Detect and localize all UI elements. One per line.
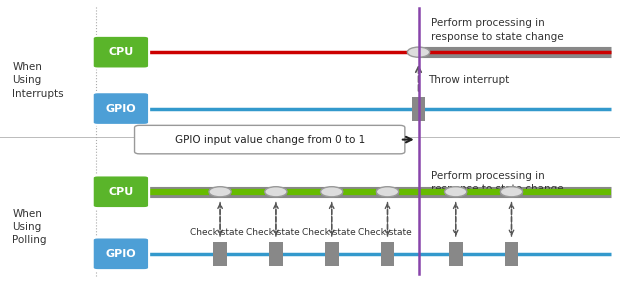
Circle shape <box>265 187 287 197</box>
FancyBboxPatch shape <box>325 242 339 266</box>
Circle shape <box>445 187 467 197</box>
Text: CPU: CPU <box>108 47 133 57</box>
FancyBboxPatch shape <box>93 36 149 69</box>
Text: CPU: CPU <box>108 187 133 197</box>
Circle shape <box>407 47 430 57</box>
Text: GPIO: GPIO <box>105 103 136 114</box>
Text: GPIO: GPIO <box>105 249 136 259</box>
FancyBboxPatch shape <box>213 242 227 266</box>
Circle shape <box>376 187 399 197</box>
Text: Check state: Check state <box>246 228 299 237</box>
FancyBboxPatch shape <box>381 242 394 266</box>
Text: When
Using
Interrupts: When Using Interrupts <box>12 62 64 99</box>
Text: GPIO input value change from 0 to 1: GPIO input value change from 0 to 1 <box>175 135 365 145</box>
FancyBboxPatch shape <box>135 125 405 154</box>
FancyBboxPatch shape <box>93 92 149 125</box>
Text: Check state: Check state <box>190 228 244 237</box>
Circle shape <box>321 187 343 197</box>
FancyBboxPatch shape <box>449 242 463 266</box>
Text: Check state: Check state <box>358 228 411 237</box>
FancyBboxPatch shape <box>93 175 149 208</box>
FancyBboxPatch shape <box>269 242 283 266</box>
Text: Check state: Check state <box>302 228 355 237</box>
FancyBboxPatch shape <box>93 237 149 270</box>
FancyBboxPatch shape <box>505 242 518 266</box>
Circle shape <box>500 187 523 197</box>
Text: When
Using
Polling: When Using Polling <box>12 209 47 245</box>
Circle shape <box>209 187 231 197</box>
Text: Perform processing in
response to state change: Perform processing in response to state … <box>431 18 564 41</box>
Text: Throw interrupt: Throw interrupt <box>428 75 509 85</box>
Text: Perform processing in
response to state change: Perform processing in response to state … <box>431 171 564 194</box>
FancyBboxPatch shape <box>412 96 425 121</box>
